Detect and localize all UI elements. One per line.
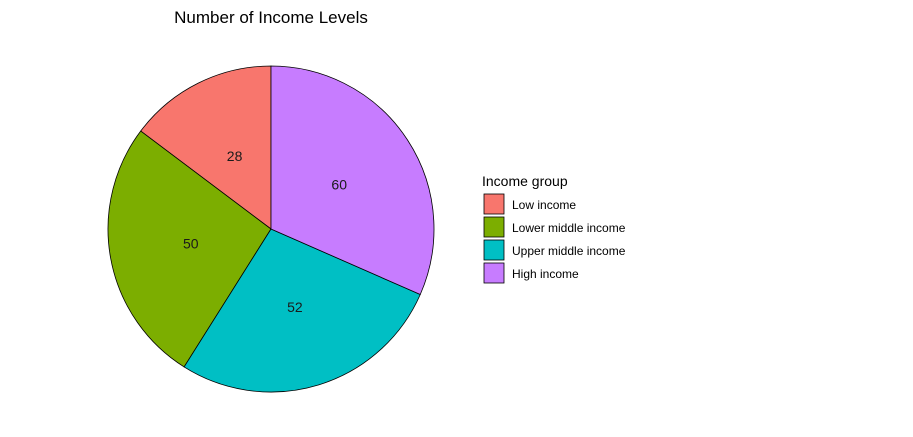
legend-label: High income: [512, 267, 579, 281]
legend: Income group Low income Lower middle inco…: [482, 173, 626, 284]
legend-swatch: [483, 262, 505, 284]
legend-title: Income group: [482, 173, 568, 189]
slice-value-label: 50: [183, 236, 199, 252]
chart-title: Number of Income Levels: [174, 8, 368, 27]
legend-label: Lower middle income: [512, 221, 626, 235]
pie-slice-low-income: [140, 65, 272, 230]
slice-value-label: 52: [287, 299, 303, 315]
pie-slice-upper-middle-income: [183, 228, 421, 393]
pie-slice-lower-middle-income: [107, 130, 272, 368]
pie-slices: [107, 65, 435, 393]
legend-swatch: [483, 216, 505, 238]
legend-items: Low income Lower middle income Upper middl…: [483, 193, 626, 284]
slice-value-label: 28: [227, 148, 243, 164]
legend-label: Low income: [512, 198, 576, 212]
slice-value-label: 60: [331, 176, 347, 192]
legend-label: Upper middle income: [512, 244, 626, 258]
pie-value-labels: 28 50 52 60: [183, 148, 347, 315]
pie-slice-high-income: [270, 65, 435, 296]
legend-swatch: [483, 193, 505, 215]
legend-swatch: [483, 239, 505, 261]
